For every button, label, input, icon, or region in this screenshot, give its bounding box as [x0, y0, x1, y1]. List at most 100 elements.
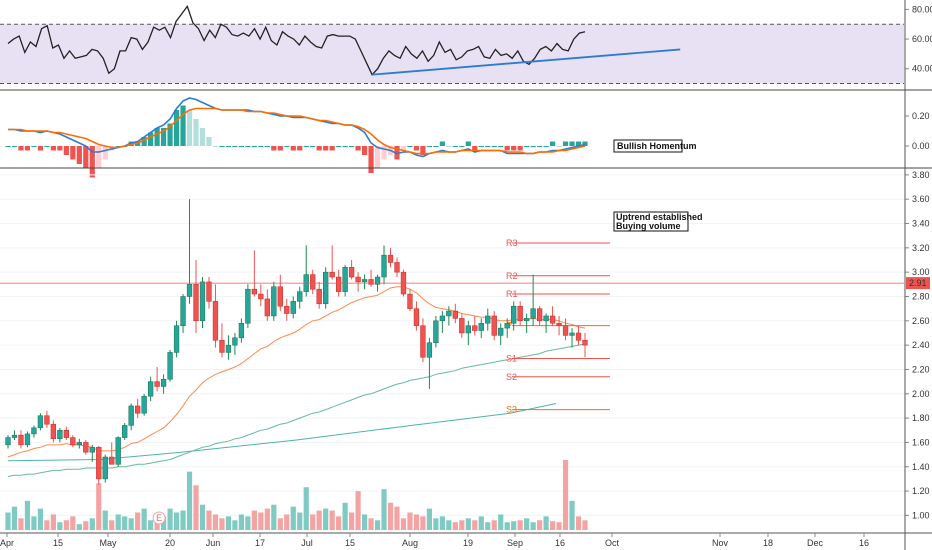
- volume-bar: [245, 516, 251, 530]
- candle-body: [549, 315, 556, 324]
- volume-bar: [135, 512, 141, 530]
- macd-histogram-bar: [537, 146, 543, 147]
- candle-body: [206, 281, 212, 302]
- price-tick-label: 2.80: [912, 291, 930, 301]
- candle-body: [96, 447, 102, 480]
- candle-body: [167, 352, 173, 380]
- macd-histogram-bar: [562, 141, 569, 146]
- current-price-tag: [906, 277, 930, 290]
- macd-histogram-bar: [31, 146, 37, 147]
- macd-histogram-bar: [342, 146, 348, 147]
- rsi-tick-label: 60.00: [912, 34, 932, 44]
- earnings-label: E: [156, 513, 162, 523]
- volume-bar: [122, 516, 128, 530]
- candle-body: [89, 447, 95, 453]
- candle-body: [575, 332, 582, 341]
- volume-bar: [368, 518, 374, 530]
- price-tick-label: 2.40: [912, 340, 930, 350]
- x-tick-label: May: [99, 538, 117, 548]
- macd-histogram-bar: [193, 119, 199, 146]
- macd-histogram-bar: [511, 146, 517, 151]
- volume-bar: [582, 520, 588, 530]
- volume-bar: [167, 508, 173, 530]
- candle-body: [387, 254, 394, 263]
- macd-histogram-bar: [89, 146, 95, 178]
- macd-histogram-bar: [368, 146, 374, 173]
- price-tick-label: 3.60: [912, 194, 930, 204]
- candle-body: [426, 342, 433, 358]
- candle-body: [517, 305, 523, 322]
- candle-body: [173, 325, 180, 353]
- candle-body: [18, 434, 24, 446]
- x-tick-label: 19: [463, 538, 473, 548]
- volume-bar: [511, 521, 517, 530]
- candle-body: [109, 456, 115, 465]
- candle-body: [413, 308, 420, 326]
- volume-bar: [251, 510, 257, 530]
- macd-histogram-bar: [420, 146, 426, 155]
- macd-histogram-bar: [251, 146, 257, 147]
- volume-bar: [349, 512, 355, 530]
- macd-histogram-bar: [310, 146, 316, 147]
- volume-bar: [303, 487, 309, 530]
- macd-histogram-bar: [37, 146, 44, 151]
- macd-histogram-bar: [549, 141, 556, 146]
- macd-histogram-bar: [452, 146, 458, 147]
- volume-bar: [537, 520, 543, 530]
- candle-body: [122, 425, 128, 438]
- volume-bar: [297, 512, 303, 530]
- volume-bar: [323, 508, 329, 530]
- macd-histogram-bar: [212, 146, 219, 147]
- macd-histogram-bar: [413, 146, 420, 151]
- price-tick-label: 3.40: [912, 219, 930, 229]
- macd-histogram-bar: [374, 146, 381, 169]
- price-tick-label: 3.00: [912, 267, 930, 277]
- volume-bar: [63, 520, 69, 530]
- volume-bar: [160, 516, 167, 530]
- volume-bar: [258, 512, 264, 530]
- volume-bar: [57, 522, 63, 530]
- candle-body: [355, 276, 361, 283]
- candle-body: [530, 308, 536, 319]
- rsi-panel[interactable]: [0, 5, 932, 91]
- volume-bar: [212, 514, 219, 530]
- x-tick-label: 17: [255, 538, 265, 548]
- volume-bar: [186, 471, 193, 530]
- volume-bar: [459, 520, 465, 530]
- macd-histogram-bar: [439, 141, 445, 146]
- macd-histogram-bar: [336, 146, 342, 147]
- macd-histogram-bar: [498, 146, 504, 147]
- candle-body: [115, 437, 121, 465]
- price-tick-label: 2.00: [912, 389, 930, 399]
- volume-bar: [420, 516, 426, 530]
- macd-histogram-bar: [219, 146, 225, 147]
- volume-bar: [530, 522, 536, 530]
- macd-histogram-bar: [70, 146, 76, 160]
- candle-body: [232, 337, 238, 346]
- candle-body: [11, 434, 18, 438]
- pivot-label: S2: [506, 372, 517, 382]
- macd-panel[interactable]: Bullish Homentum: [0, 97, 932, 178]
- volume-bar: [199, 504, 206, 530]
- macd-histogram-bar: [323, 146, 329, 151]
- volume-bar: [193, 485, 199, 530]
- macd-histogram-bar: [530, 146, 536, 147]
- volume-bar: [232, 520, 238, 530]
- price-tick-label: 1.80: [912, 413, 930, 423]
- candle-body: [63, 430, 69, 438]
- volume-bar: [575, 516, 582, 530]
- momentum-annotation: Bullish Homentum: [617, 141, 697, 151]
- candle-body: [543, 315, 549, 322]
- volume-bar: [562, 460, 569, 530]
- x-tick-label: Sep: [507, 538, 523, 548]
- macd-histogram-bar: [180, 105, 186, 146]
- x-tick-label: Dec: [807, 538, 824, 548]
- volume-bar: [5, 512, 11, 530]
- candle-body: [76, 442, 82, 446]
- volume-bar: [439, 516, 445, 530]
- macd-histogram-bar: [400, 146, 407, 151]
- candle-body: [348, 267, 355, 278]
- volume-bar: [465, 518, 471, 530]
